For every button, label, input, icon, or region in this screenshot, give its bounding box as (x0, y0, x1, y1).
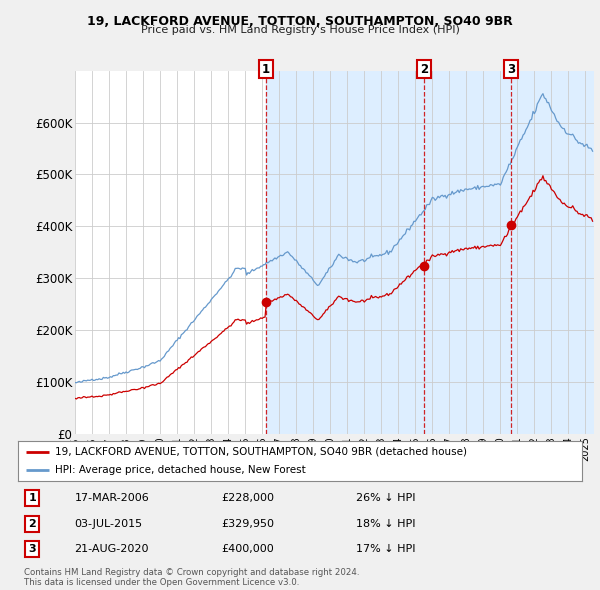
Text: 3: 3 (28, 544, 36, 554)
Text: 17% ↓ HPI: 17% ↓ HPI (356, 544, 416, 554)
Text: 26% ↓ HPI: 26% ↓ HPI (356, 493, 416, 503)
Text: £228,000: £228,000 (221, 493, 274, 503)
Text: 1: 1 (262, 63, 270, 76)
Bar (266, 71, 594, 434)
Text: £329,950: £329,950 (221, 519, 274, 529)
Text: 19, LACKFORD AVENUE, TOTTON, SOUTHAMPTON, SO40 9BR: 19, LACKFORD AVENUE, TOTTON, SOUTHAMPTON… (87, 15, 513, 28)
Text: Contains HM Land Registry data © Crown copyright and database right 2024.
This d: Contains HM Land Registry data © Crown c… (24, 568, 359, 587)
Text: 17-MAR-2006: 17-MAR-2006 (74, 493, 149, 503)
Text: 2: 2 (28, 519, 36, 529)
Text: 03-JUL-2015: 03-JUL-2015 (74, 519, 143, 529)
Text: Price paid vs. HM Land Registry's House Price Index (HPI): Price paid vs. HM Land Registry's House … (140, 25, 460, 35)
Text: 18% ↓ HPI: 18% ↓ HPI (356, 519, 416, 529)
Text: 21-AUG-2020: 21-AUG-2020 (74, 544, 149, 554)
Text: 3: 3 (507, 63, 515, 76)
Text: 2: 2 (420, 63, 428, 76)
Text: HPI: Average price, detached house, New Forest: HPI: Average price, detached house, New … (55, 465, 305, 475)
Text: 1: 1 (28, 493, 36, 503)
Text: 19, LACKFORD AVENUE, TOTTON, SOUTHAMPTON, SO40 9BR (detached house): 19, LACKFORD AVENUE, TOTTON, SOUTHAMPTON… (55, 447, 467, 457)
Text: £400,000: £400,000 (221, 544, 274, 554)
